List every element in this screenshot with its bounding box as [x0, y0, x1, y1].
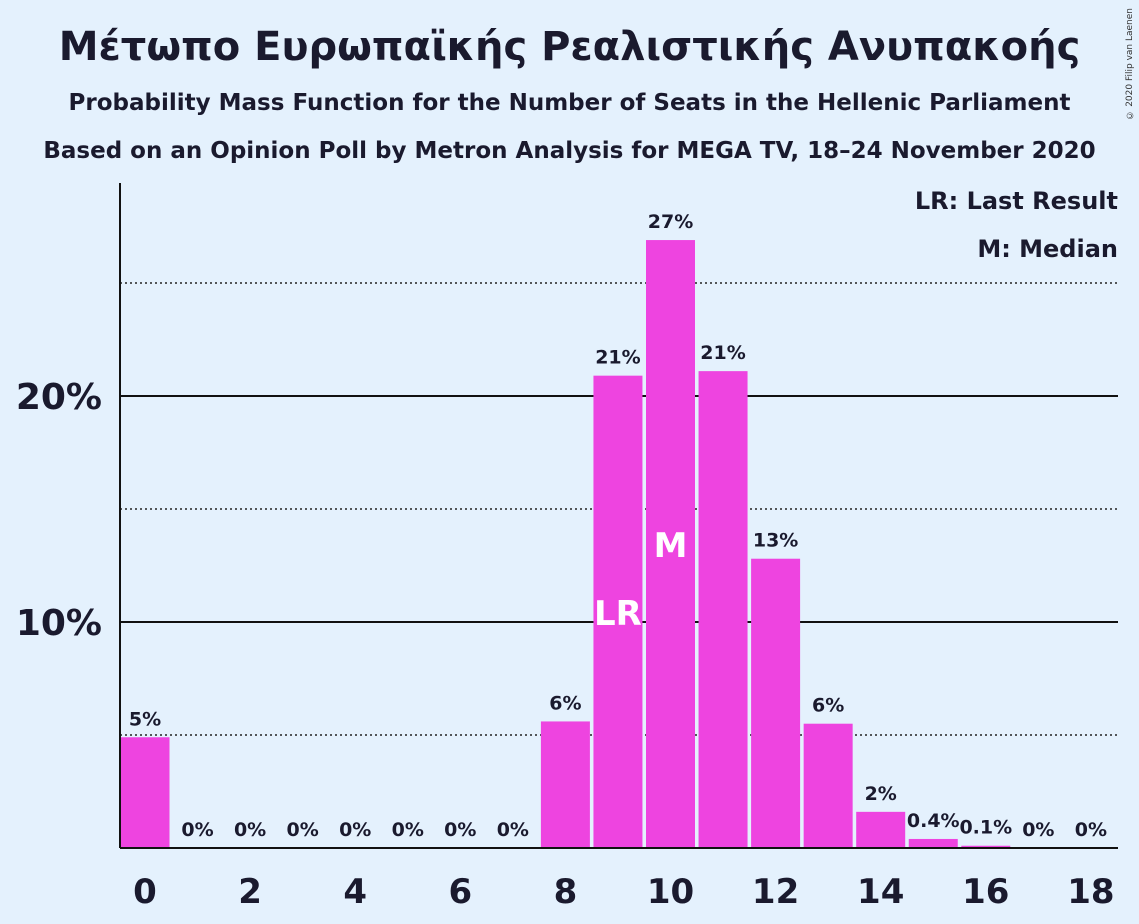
bar-11 [698, 371, 748, 848]
x-tick-label: 16 [962, 872, 1009, 912]
bar-8 [540, 721, 590, 848]
bar-value-label: 0% [181, 819, 213, 841]
bar-value-label: 0% [444, 819, 476, 841]
legend-last-result: LR: Last Result [915, 187, 1118, 215]
bar-value-label: 0.1% [959, 817, 1012, 839]
bar-value-label: 27% [648, 211, 693, 233]
bar-16 [961, 845, 1011, 848]
bar-9 [593, 375, 643, 848]
bar-value-label: 0% [339, 819, 371, 841]
bar-value-label: 13% [753, 530, 798, 552]
y-tick-label: 10% [16, 603, 102, 644]
bar-value-label: 0% [1022, 819, 1054, 841]
x-tick-label: 6 [448, 872, 472, 912]
chart-subtitle: Probability Mass Function for the Number… [68, 90, 1071, 116]
bar-value-label: 0% [1075, 819, 1107, 841]
bar-10 [646, 240, 695, 848]
x-tick-label: 10 [647, 872, 694, 912]
chart-title: Μέτωπο Ευρωπαϊκής Ρεαλιστικής Ανυπακοής [58, 24, 1081, 70]
bar-markers: LR M [594, 526, 687, 634]
x-tick-label: 12 [752, 872, 799, 912]
bar-value-label: 0% [234, 819, 266, 841]
bar-value-label: 6% [549, 692, 581, 714]
x-tick-label: 14 [857, 872, 904, 912]
bars [120, 240, 1011, 848]
x-tick-label: 2 [238, 872, 262, 912]
axes: 0 2 4 6 8 10 12 14 16 18 10% 20% [16, 183, 1118, 912]
bar-14 [856, 811, 906, 848]
bar-value-label: 21% [700, 342, 745, 364]
bar-value-label: 0.4% [907, 810, 960, 832]
bar-12 [751, 558, 801, 848]
bar-value-label: 0% [497, 819, 529, 841]
bar-13 [803, 723, 853, 848]
bar-labels: 5% 0% 0% 0% 0% 0% 0% 0% 6% 21% 27% 21% 13% 6% 2% 0.4% 0.… [129, 211, 1107, 841]
bar-value-label: 6% [812, 695, 844, 717]
bar-15 [908, 838, 958, 848]
bar-value-label: 5% [129, 708, 161, 730]
legend-median: M: Median [977, 235, 1118, 263]
legend: LR: Last Result M: Median [915, 187, 1118, 263]
bar-value-label: 0% [287, 819, 319, 841]
bar-value-label: 21% [595, 347, 640, 369]
x-tick-label: 18 [1067, 872, 1114, 912]
x-tick-label: 4 [343, 872, 367, 912]
marker-m: M [654, 526, 688, 566]
bar-value-label: 2% [865, 783, 897, 805]
x-tick-label: 8 [554, 872, 578, 912]
marker-lr: LR [594, 594, 642, 634]
chart-subtitle-source: Based on an Opinion Poll by Metron Analy… [43, 138, 1096, 164]
bar-0 [120, 737, 170, 848]
y-tick-label: 20% [16, 377, 102, 418]
bar-value-label: 0% [392, 819, 424, 841]
x-tick-label: 0 [133, 872, 157, 912]
